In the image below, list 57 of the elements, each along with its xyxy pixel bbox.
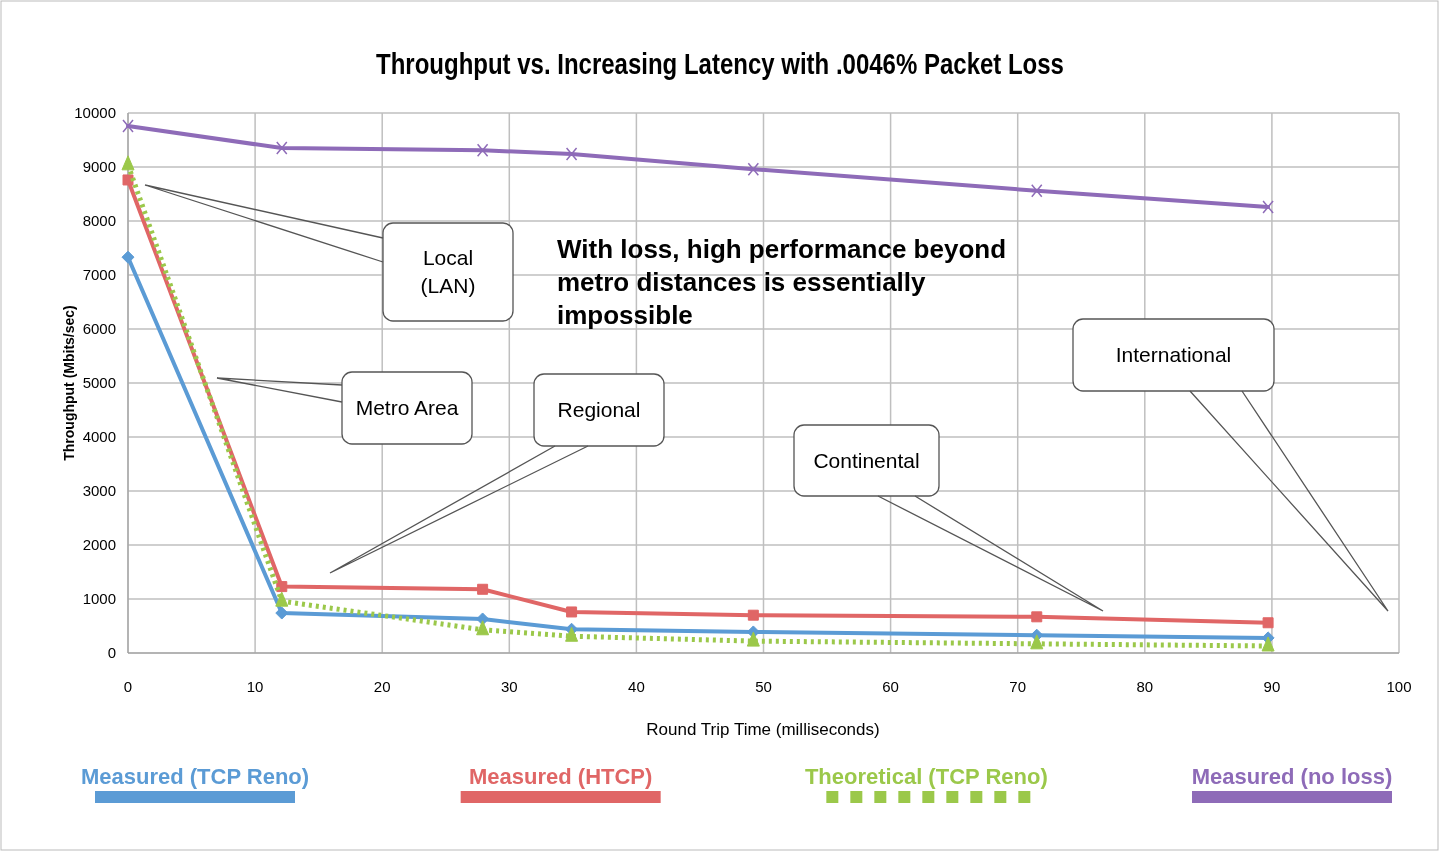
y-tick-label: 8000 (82, 212, 116, 229)
annotation: Local (LAN) (420, 246, 476, 297)
x-axis-title: Round Trip Time (milliseconds) (646, 720, 880, 739)
y-tick-label: 4000 (82, 428, 116, 445)
x-tick-label: 20 (373, 678, 391, 695)
x-tick-label: 10 (246, 678, 264, 695)
point (275, 591, 289, 607)
x-tick-label: 60 (882, 678, 899, 695)
y-axis-title: Throughput (Mbits/sec) (61, 305, 77, 461)
point (1262, 200, 1274, 214)
point (1262, 617, 1274, 629)
annotation: Metro Area (355, 396, 459, 419)
y-tick-label: 0 (107, 644, 116, 661)
y-tick-label: 6000 (82, 320, 116, 337)
point (747, 162, 760, 176)
point (122, 174, 134, 186)
point (747, 609, 759, 621)
point (121, 250, 135, 264)
x-tick-label: 70 (1009, 678, 1027, 695)
x-tick-label: 30 (500, 678, 518, 695)
x-tick-label: 80 (1136, 678, 1154, 695)
point (275, 606, 289, 620)
x-tick-label: 50 (755, 678, 772, 695)
point (477, 583, 489, 595)
point (565, 626, 579, 642)
x-tick-label: 100 (1386, 678, 1412, 695)
x-tick-label: 0 (123, 678, 133, 695)
text: Theoretical (TCP Reno) (804, 764, 1048, 789)
x-tick-label: 40 (628, 678, 645, 695)
annotation: Regional (557, 398, 641, 421)
y-tick-label: 1000 (82, 590, 116, 607)
point (121, 155, 135, 171)
point (566, 606, 578, 618)
point (1031, 184, 1043, 198)
y-tick-label: 7000 (82, 266, 116, 283)
y-tick-label: 9000 (82, 158, 116, 175)
y-tick-label: 5000 (82, 374, 116, 391)
point (122, 119, 134, 133)
point (476, 620, 490, 636)
text: Measured (HTCP) (468, 764, 653, 789)
text: Measured (no loss) (1191, 764, 1393, 789)
point (1031, 611, 1043, 623)
y-tick-label: 10000 (74, 104, 116, 121)
point (746, 631, 760, 647)
point (1261, 636, 1275, 652)
annotation: With loss, high performance beyond metro distances is essentially impossible (557, 234, 1007, 330)
annotation: Continental (813, 448, 920, 472)
point (276, 141, 288, 155)
y-tick-label: 2000 (82, 536, 116, 553)
point (565, 147, 578, 161)
annotation: International (1115, 343, 1232, 366)
chart-title: Throughput vs. Increasing Latency with .0046% Packet Loss (376, 46, 1064, 81)
point (1030, 634, 1044, 650)
text: Measured (TCP Reno) (80, 764, 310, 789)
point (476, 143, 489, 158)
x-tick-label: 90 (1263, 678, 1281, 695)
y-tick-label: 3000 (82, 482, 116, 499)
